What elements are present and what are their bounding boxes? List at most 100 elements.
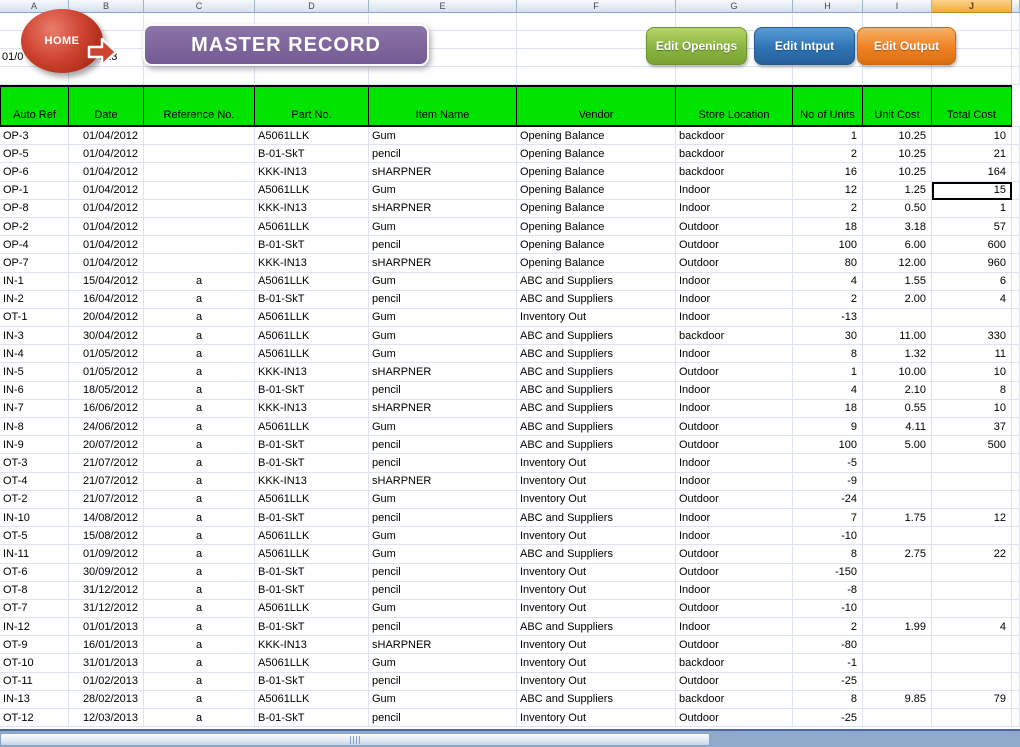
table-cell[interactable] (932, 563, 1012, 582)
table-cell[interactable]: sHARPNER (369, 199, 517, 218)
table-cell[interactable]: IN-13 (0, 690, 69, 709)
table-cell[interactable]: a (144, 563, 255, 582)
table-cell[interactable]: backdoor (676, 163, 793, 182)
empty-cell[interactable] (1012, 327, 1020, 346)
empty-cell[interactable] (1012, 472, 1020, 491)
table-cell[interactable]: OP-4 (0, 236, 69, 255)
table-cell[interactable]: OT-10 (0, 654, 69, 673)
table-cell[interactable]: 01/09/2012 (69, 545, 144, 564)
table-cell[interactable]: -1 (793, 654, 863, 673)
table-cell[interactable]: OT-2 (0, 490, 69, 509)
table-cell[interactable]: Gum (369, 181, 517, 200)
table-cell[interactable]: Inventory Out (517, 490, 676, 509)
table-cell[interactable]: Gum (369, 418, 517, 437)
table-cell[interactable]: backdoor (676, 327, 793, 346)
empty-cell[interactable] (1012, 599, 1020, 619)
table-cell[interactable]: A5061LLK (255, 181, 369, 200)
table-cell[interactable]: pencil (369, 236, 517, 255)
table-cell[interactable]: 10 (932, 127, 1012, 146)
empty-cell[interactable] (1012, 490, 1020, 509)
table-cell[interactable]: -25 (793, 672, 863, 691)
table-cell[interactable]: 330 (932, 327, 1012, 346)
table-cell[interactable]: 5.00 (863, 436, 932, 455)
table-cell[interactable]: Outdoor (676, 563, 793, 582)
column-letter-sliver[interactable] (1012, 0, 1020, 13)
table-cell[interactable]: IN-7 (0, 399, 69, 418)
table-cell[interactable]: 31/12/2012 (69, 581, 144, 600)
table-cell[interactable]: 100 (793, 236, 863, 255)
table-cell[interactable]: 12 (932, 508, 1012, 528)
table-cell[interactable]: IN-9 (0, 436, 69, 455)
table-cell[interactable] (144, 163, 255, 182)
column-header-cell[interactable]: Date (69, 85, 144, 127)
table-cell[interactable]: OP-1 (0, 181, 69, 200)
table-cell[interactable]: 8 (932, 381, 1012, 400)
table-cell[interactable]: 21/07/2012 (69, 490, 144, 509)
table-cell[interactable]: a (144, 363, 255, 382)
table-cell[interactable]: KKK-IN13 (255, 254, 369, 273)
empty-cell[interactable] (517, 13, 676, 31)
table-cell[interactable]: Opening Balance (517, 217, 676, 237)
table-cell[interactable]: -24 (793, 490, 863, 509)
table-cell[interactable]: Gum (369, 345, 517, 364)
table-cell[interactable]: a (144, 709, 255, 728)
empty-cell[interactable] (1012, 636, 1020, 655)
table-cell[interactable]: 1 (932, 199, 1012, 218)
column-letter-F[interactable]: F (517, 0, 676, 13)
table-cell[interactable] (932, 599, 1012, 619)
table-cell[interactable]: sHARPNER (369, 472, 517, 491)
table-cell[interactable]: a (144, 581, 255, 600)
table-cell[interactable]: Outdoor (676, 436, 793, 455)
column-letter-D[interactable]: D (255, 0, 369, 13)
table-cell[interactable]: 12 (793, 181, 863, 200)
table-cell[interactable]: pencil (369, 672, 517, 691)
table-cell[interactable]: 18 (793, 217, 863, 237)
empty-cell[interactable] (932, 67, 1012, 85)
empty-cell[interactable] (1012, 199, 1020, 218)
table-cell[interactable]: pencil (369, 508, 517, 528)
table-cell[interactable] (863, 563, 932, 582)
table-cell[interactable]: a (144, 272, 255, 291)
table-cell[interactable]: B-01-SkT (255, 581, 369, 600)
table-cell[interactable]: ABC and Suppliers (517, 418, 676, 437)
empty-cell[interactable] (69, 67, 144, 85)
table-cell[interactable]: 6.00 (863, 236, 932, 255)
table-cell[interactable]: backdoor (676, 690, 793, 709)
table-cell[interactable]: Indoor (676, 199, 793, 218)
table-cell[interactable]: OP-3 (0, 127, 69, 146)
table-cell[interactable]: OP-7 (0, 254, 69, 273)
table-cell[interactable]: B-01-SkT (255, 618, 369, 637)
empty-cell[interactable] (144, 67, 255, 85)
table-cell[interactable]: B-01-SkT (255, 145, 369, 164)
table-cell[interactable]: Gum (369, 272, 517, 291)
table-cell[interactable]: IN-2 (0, 290, 69, 309)
table-cell[interactable]: 3.18 (863, 217, 932, 237)
table-cell[interactable]: 30/04/2012 (69, 327, 144, 346)
table-cell[interactable]: ABC and Suppliers (517, 436, 676, 455)
table-cell[interactable]: 01/05/2012 (69, 345, 144, 364)
table-cell[interactable]: Outdoor (676, 236, 793, 255)
table-cell[interactable]: Opening Balance (517, 199, 676, 218)
table-cell[interactable]: B-01-SkT (255, 672, 369, 691)
table-cell[interactable] (144, 145, 255, 164)
table-cell[interactable]: Inventory Out (517, 672, 676, 691)
column-header-cell[interactable]: Unit Cost (863, 85, 932, 127)
table-cell[interactable]: a (144, 508, 255, 528)
table-cell[interactable]: backdoor (676, 127, 793, 146)
table-cell[interactable]: Opening Balance (517, 236, 676, 255)
table-cell[interactable]: 30/09/2012 (69, 563, 144, 582)
empty-cell[interactable] (1012, 545, 1020, 564)
table-cell[interactable]: 100 (793, 436, 863, 455)
table-cell[interactable]: IN-6 (0, 381, 69, 400)
table-cell[interactable] (144, 254, 255, 273)
empty-cell[interactable] (1012, 145, 1020, 164)
table-cell[interactable]: Outdoor (676, 254, 793, 273)
table-cell[interactable] (932, 472, 1012, 491)
table-cell[interactable] (932, 527, 1012, 546)
table-cell[interactable]: 2 (793, 618, 863, 637)
table-cell[interactable]: 6 (932, 272, 1012, 291)
empty-cell[interactable] (1012, 690, 1020, 709)
table-cell[interactable]: 11.00 (863, 327, 932, 346)
table-cell[interactable]: Inventory Out (517, 709, 676, 728)
column-letter-G[interactable]: G (676, 0, 793, 13)
